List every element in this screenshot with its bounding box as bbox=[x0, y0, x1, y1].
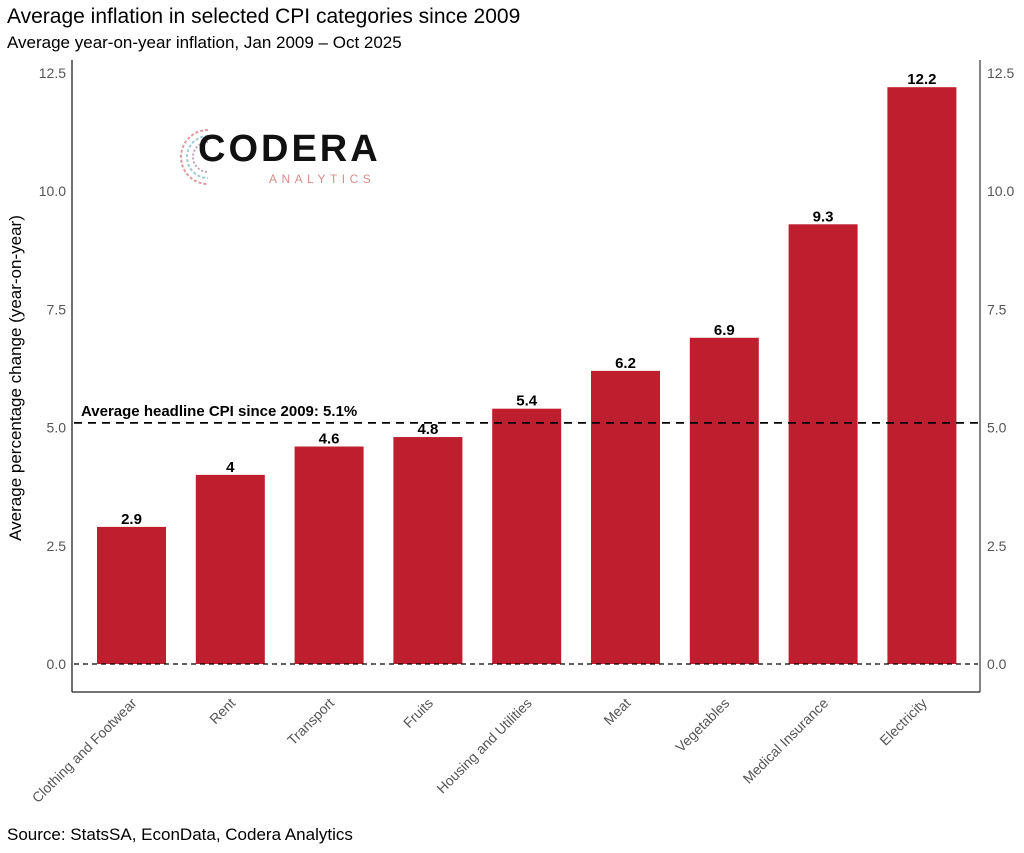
logo-subtitle: ANALYTICS bbox=[269, 172, 376, 186]
bar bbox=[492, 408, 562, 664]
y-tick-label-left: 7.5 bbox=[47, 301, 67, 317]
logo-wordmark: CODERA bbox=[198, 128, 381, 170]
y-tick-label-left: 2.5 bbox=[47, 538, 67, 554]
reference-line-label: Average headline CPI since 2009: 5.1% bbox=[81, 403, 357, 420]
bar bbox=[294, 446, 364, 664]
data-label: 6.2 bbox=[615, 355, 636, 372]
source-note: Source: StatsSA, EconData, Codera Analyt… bbox=[7, 825, 353, 844]
x-tick-label: Rent bbox=[206, 695, 238, 727]
x-tick-label: Vegetables bbox=[672, 695, 732, 755]
bar bbox=[887, 87, 957, 664]
y-tick-label-right: 10.0 bbox=[987, 183, 1014, 199]
data-label: 4.8 bbox=[417, 421, 438, 438]
data-label: 2.9 bbox=[121, 511, 142, 528]
bar bbox=[97, 526, 166, 664]
data-label: 9.3 bbox=[813, 208, 834, 225]
bar bbox=[788, 224, 858, 664]
y-tick-label-right: 0.0 bbox=[987, 656, 1007, 672]
bar bbox=[591, 370, 660, 664]
bar bbox=[195, 474, 265, 664]
data-label: 5.4 bbox=[516, 393, 538, 410]
x-tick-label: Transport bbox=[284, 695, 337, 748]
y-tick-label-right: 5.0 bbox=[987, 420, 1007, 436]
y-tick-label-right: 7.5 bbox=[987, 301, 1007, 317]
y-tick-label-left: 0.0 bbox=[47, 656, 67, 672]
x-tick-label: Electricity bbox=[876, 695, 930, 749]
x-tick-label: Meat bbox=[600, 695, 633, 728]
data-label: 12.2 bbox=[907, 71, 936, 88]
y-tick-label-left: 12.5 bbox=[39, 65, 66, 81]
codera-logo: CODERA ANALYTICS bbox=[178, 124, 378, 190]
bar bbox=[689, 337, 759, 664]
chart-subtitle: Average year-on-year inflation, Jan 2009… bbox=[7, 33, 402, 52]
data-label: 4.6 bbox=[319, 431, 340, 448]
data-label: 4 bbox=[226, 459, 235, 476]
x-tick-label: Housing and Utilities bbox=[433, 695, 535, 797]
logo-swirl-icon bbox=[180, 129, 209, 185]
x-tick-label: Fruits bbox=[400, 695, 436, 731]
x-tick-label: Clothing and Footwear bbox=[29, 695, 140, 806]
y-tick-label-right: 12.5 bbox=[987, 65, 1014, 81]
bar bbox=[393, 437, 463, 664]
y-tick-label-right: 2.5 bbox=[987, 538, 1007, 554]
data-label: 6.9 bbox=[714, 322, 735, 339]
y-tick-label-left: 10.0 bbox=[39, 183, 66, 199]
y-tick-label-left: 5.0 bbox=[47, 420, 67, 436]
x-tick-label: Medical Insurance bbox=[740, 695, 832, 787]
chart-title: Average inflation in selected CPI catego… bbox=[7, 5, 521, 28]
